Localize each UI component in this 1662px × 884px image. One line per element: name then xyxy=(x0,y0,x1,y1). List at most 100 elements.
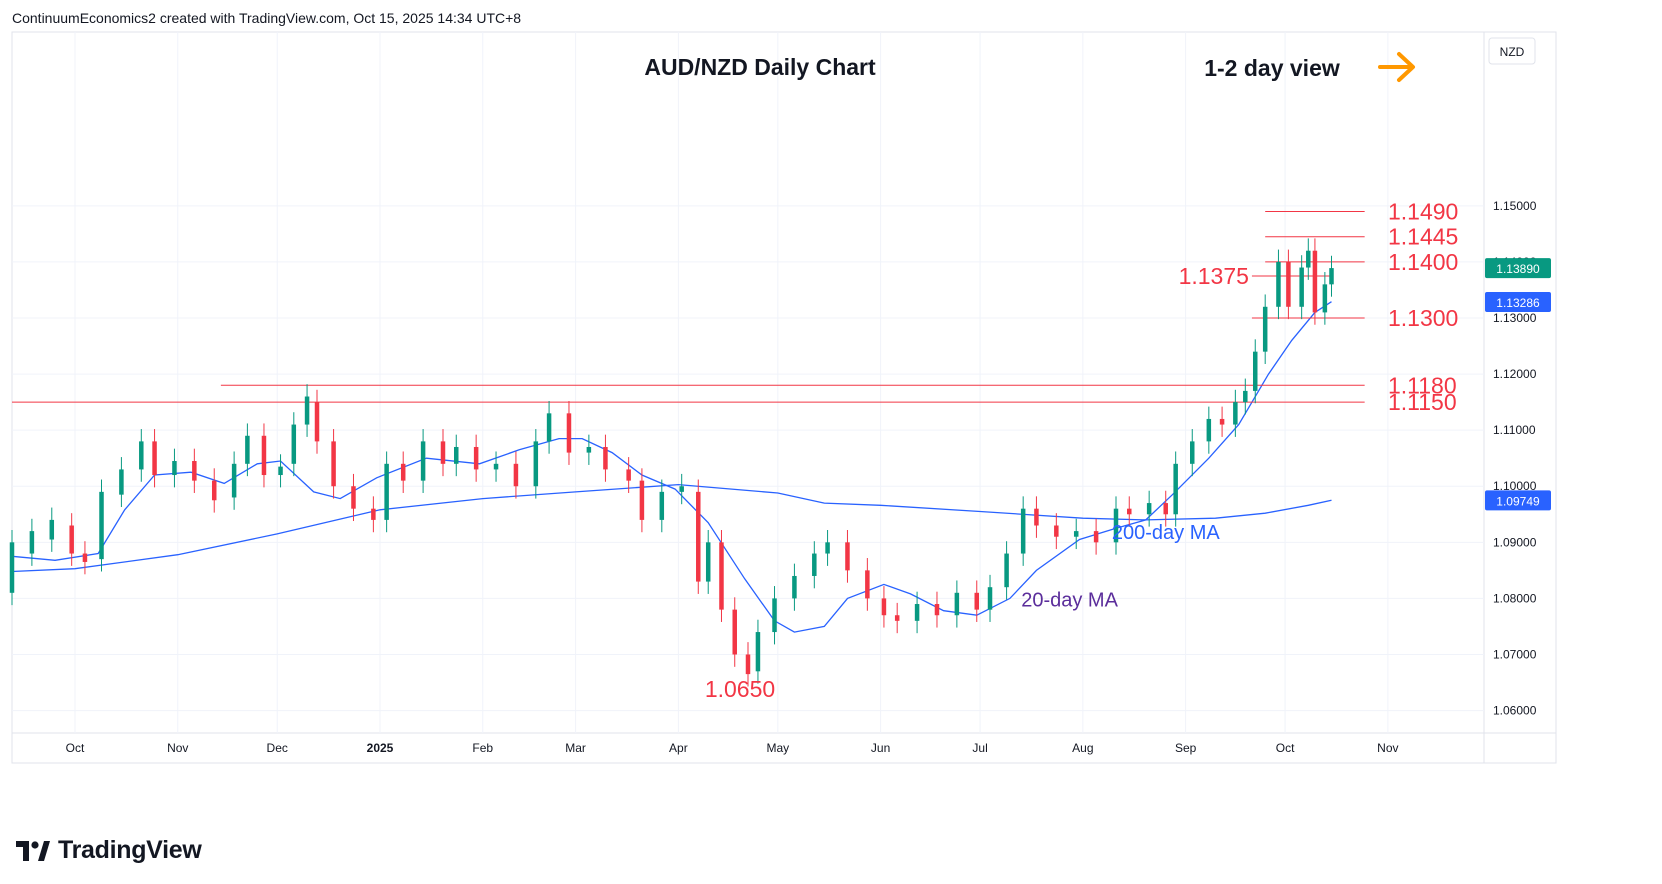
x-tick-label: Mar xyxy=(565,741,586,755)
candle-body xyxy=(1054,525,1059,537)
candle-body xyxy=(792,575,797,599)
candle-body xyxy=(29,531,35,554)
candle-body xyxy=(314,402,320,442)
candle-body xyxy=(1093,531,1099,543)
candle-body xyxy=(894,615,900,621)
candle-body xyxy=(513,463,519,487)
ma20-value-badge xyxy=(1485,291,1551,312)
currency-badge xyxy=(1488,37,1536,65)
candle-body xyxy=(1163,503,1168,515)
last-price-badge xyxy=(1485,258,1551,279)
ma20-line xyxy=(11,301,1332,633)
candle-body xyxy=(1299,267,1304,307)
candle-body xyxy=(1173,463,1178,515)
level-label: 1.1445 xyxy=(1388,224,1458,250)
x-tick-label: Sep xyxy=(1175,741,1197,755)
y-tick-label: 1.06000 xyxy=(1493,704,1537,718)
candle-body xyxy=(954,592,960,616)
x-tick-label: Aug xyxy=(1072,741,1093,755)
x-tick-label: Oct xyxy=(66,741,85,755)
candle-body xyxy=(351,486,356,509)
candle-body xyxy=(400,463,406,481)
candle-body xyxy=(172,461,177,476)
candle-body xyxy=(987,587,993,610)
candle-body xyxy=(533,441,539,487)
candle-body xyxy=(304,396,310,425)
candle-body xyxy=(1146,503,1152,515)
candle-body xyxy=(1004,553,1009,588)
level-label: 1.1180 xyxy=(1388,372,1457,398)
candle-body xyxy=(1276,261,1281,307)
candle-body xyxy=(384,463,389,520)
candle-body xyxy=(139,441,144,470)
candle-body xyxy=(1262,306,1268,352)
candle-body xyxy=(420,441,426,481)
candle-body xyxy=(473,446,479,470)
level-label: 1.1490 xyxy=(1388,198,1458,224)
candle-body xyxy=(825,542,830,554)
arrow-head xyxy=(1397,52,1415,82)
tradingview-logo-icon xyxy=(16,840,50,861)
x-tick-label: Dec xyxy=(267,741,288,755)
candle-body xyxy=(152,441,157,476)
level-label: 1.1375 xyxy=(1179,263,1249,289)
candle-body xyxy=(1034,508,1039,526)
candle-body xyxy=(1190,441,1195,464)
candle-body xyxy=(696,491,701,582)
arrow-right-icon xyxy=(1378,52,1415,82)
brand-name: TradingView xyxy=(58,836,202,864)
level-label: 1.1150 xyxy=(1388,389,1457,415)
ma20-label: 20-day MA xyxy=(1021,589,1118,611)
candle-body xyxy=(1312,250,1318,313)
candle-body xyxy=(261,435,267,476)
candle-body xyxy=(626,469,631,481)
low-label: 1.0650 xyxy=(705,676,775,702)
ma200-value-badge xyxy=(1485,490,1551,511)
x-tick-label: Jul xyxy=(972,741,987,755)
candle-body xyxy=(705,542,711,582)
candle-body xyxy=(755,632,761,672)
candle-body xyxy=(1243,390,1248,403)
currency-label: NZD xyxy=(1500,45,1525,59)
y-tick-label: 1.10000 xyxy=(1493,479,1537,493)
y-tick-label: 1.12000 xyxy=(1493,367,1537,381)
x-tick-label: May xyxy=(767,741,790,755)
candle-body xyxy=(278,466,283,476)
chart-title: AUD/NZD Daily Chart xyxy=(644,54,876,80)
view-label: 1-2 day view xyxy=(1204,55,1340,81)
candle-body xyxy=(934,604,940,616)
y-tick-label: 1.15000 xyxy=(1493,199,1537,213)
candle-body xyxy=(1073,531,1079,537)
candle-body xyxy=(9,542,15,593)
candle-body xyxy=(719,542,724,610)
candle-body xyxy=(99,491,104,560)
ma200-label: 200-day MA xyxy=(1112,522,1220,544)
candle-body xyxy=(493,463,499,470)
candle-body xyxy=(546,413,552,442)
chart-frame xyxy=(11,31,1557,764)
candle-body xyxy=(245,435,250,464)
x-tick-label: Apr xyxy=(669,741,688,755)
candle-body xyxy=(331,441,336,487)
candle-body xyxy=(49,519,55,540)
candle-body xyxy=(865,570,870,599)
candle-body xyxy=(440,441,446,464)
y-tick-label: 1.13000 xyxy=(1493,311,1537,325)
candle-body xyxy=(659,491,665,520)
level-label: 1.1300 xyxy=(1388,305,1458,331)
candle-body xyxy=(119,469,124,495)
x-tick-label: Nov xyxy=(1377,741,1398,755)
candle-body xyxy=(1322,284,1328,313)
y-tick-label: 1.11000 xyxy=(1493,423,1536,437)
candle-body xyxy=(1233,402,1238,425)
candle-body xyxy=(1306,250,1311,268)
level-label: 1.1400 xyxy=(1388,249,1458,275)
candle-body xyxy=(69,525,74,554)
x-tick-label: Nov xyxy=(167,741,188,755)
candle-body xyxy=(772,598,777,633)
candle-body xyxy=(974,592,980,610)
candle-body xyxy=(454,446,459,464)
y-tick-label: 1.07000 xyxy=(1493,647,1537,661)
ma20-value-label: 1.13286 xyxy=(1496,296,1540,310)
